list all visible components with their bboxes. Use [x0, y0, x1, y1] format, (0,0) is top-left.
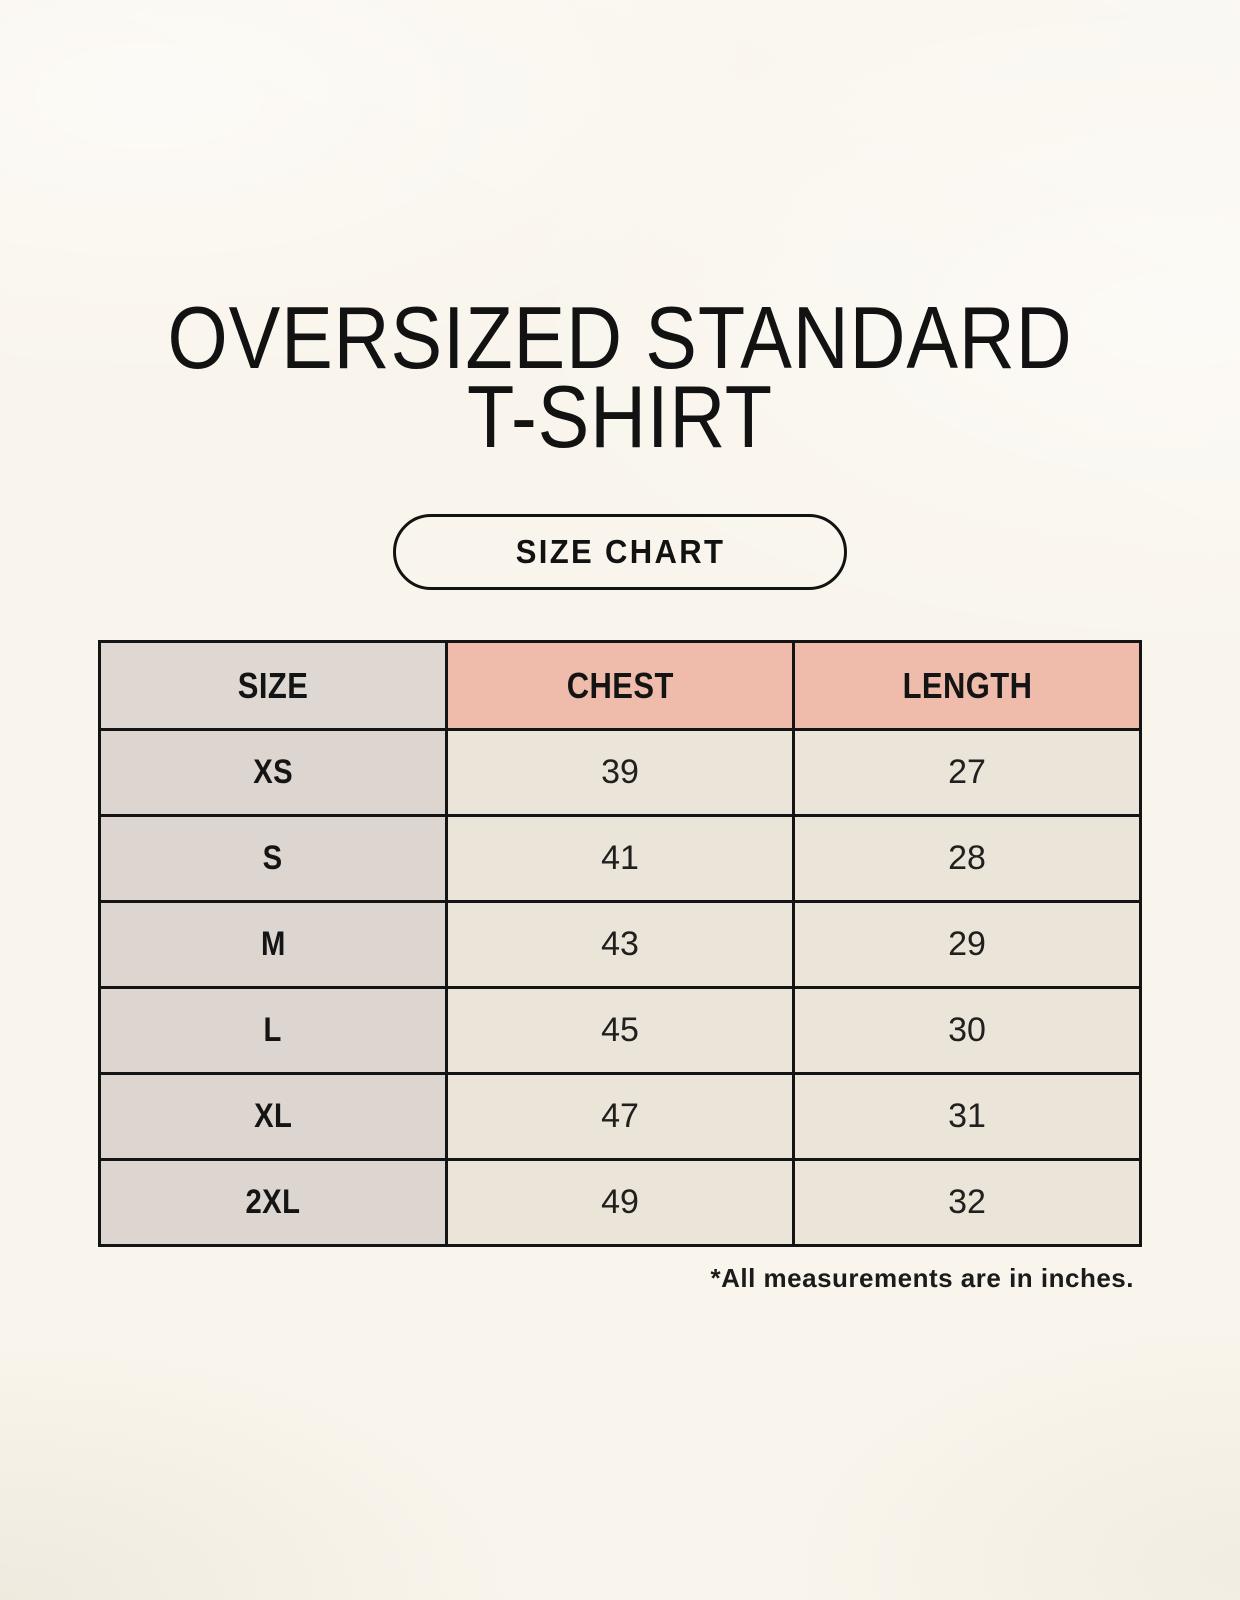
page-title-line1: OVERSIZED STANDARD: [167, 288, 1073, 387]
table-row-m: M 43 29: [98, 900, 1142, 990]
column-header-size: SIZE: [98, 640, 448, 732]
length-value: 28: [948, 839, 986, 878]
chest-cell: 43: [445, 900, 795, 990]
chest-value: 41: [601, 839, 639, 878]
chest-cell: 49: [445, 1158, 795, 1248]
size-label: XS: [253, 753, 293, 792]
length-value: 30: [948, 1011, 986, 1050]
size-cell: L: [98, 986, 448, 1076]
size-label: 2XL: [245, 1183, 301, 1222]
table-row-l: L 45 30: [98, 986, 1142, 1076]
table-row-2xl: 2XL 49 32: [98, 1158, 1142, 1248]
page-title: OVERSIZED STANDARD T-SHIRT: [74, 294, 1165, 461]
size-label: S: [263, 839, 283, 878]
size-label: M: [260, 925, 286, 964]
length-value: 27: [948, 753, 986, 792]
length-cell: 27: [792, 728, 1142, 818]
size-label: XL: [253, 1097, 293, 1136]
chest-value: 47: [601, 1097, 639, 1136]
size-table: SIZE CHEST LENGTH XS 39 27 S 41 28: [98, 640, 1142, 1248]
table-row-xs: XS 39 27: [98, 728, 1142, 818]
chest-value: 43: [601, 925, 639, 964]
column-header-chest: CHEST: [445, 640, 795, 732]
column-header-length-label: LENGTH: [902, 664, 1032, 706]
length-cell: 30: [792, 986, 1142, 1076]
size-cell: S: [98, 814, 448, 904]
chest-cell: 39: [445, 728, 795, 818]
size-cell: XL: [98, 1072, 448, 1162]
table-header-row: SIZE CHEST LENGTH: [98, 640, 1142, 732]
chest-value: 49: [601, 1183, 639, 1222]
measurements-footnote: *All measurements are in inches.: [710, 1263, 1134, 1294]
size-cell: 2XL: [98, 1158, 448, 1248]
column-header-length: LENGTH: [792, 640, 1142, 732]
chest-value: 39: [601, 753, 639, 792]
chest-cell: 47: [445, 1072, 795, 1162]
column-header-chest-label: CHEST: [566, 664, 674, 706]
size-label: L: [263, 1011, 283, 1050]
chest-value: 45: [601, 1011, 639, 1050]
length-value: 31: [948, 1097, 986, 1136]
length-value: 29: [948, 925, 986, 964]
length-cell: 29: [792, 900, 1142, 990]
column-header-size-label: SIZE: [237, 664, 309, 706]
table-row-xl: XL 47 31: [98, 1072, 1142, 1162]
size-cell: XS: [98, 728, 448, 818]
size-chart-badge[interactable]: SIZE CHART: [393, 514, 847, 591]
length-cell: 28: [792, 814, 1142, 904]
length-value: 32: [948, 1183, 986, 1222]
table-row-s: S 41 28: [98, 814, 1142, 904]
chest-cell: 41: [445, 814, 795, 904]
page-title-line2: T-SHIRT: [467, 367, 773, 467]
length-cell: 32: [792, 1158, 1142, 1248]
size-cell: M: [98, 900, 448, 990]
chest-cell: 45: [445, 986, 795, 1076]
length-cell: 31: [792, 1072, 1142, 1162]
size-chart-badge-label: SIZE CHART: [515, 533, 725, 571]
